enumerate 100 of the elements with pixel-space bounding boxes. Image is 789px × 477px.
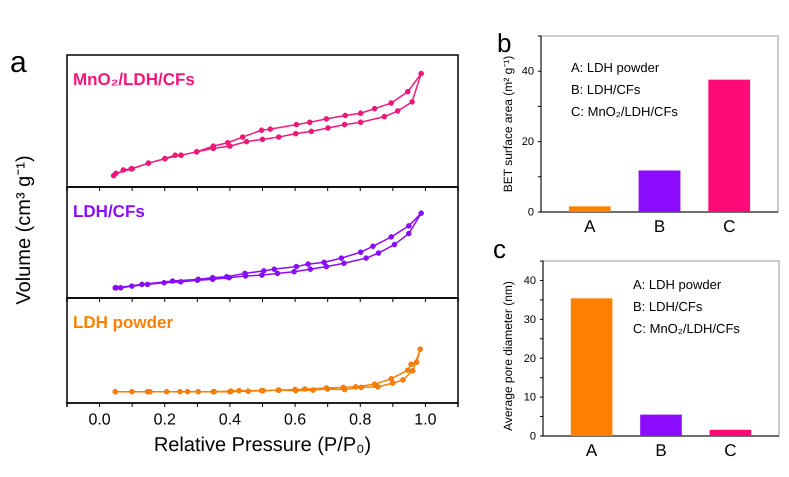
point [118,285,124,291]
point [242,270,248,276]
y-tick-label: 0 [528,206,534,219]
annotation: A: LDH powder [633,277,722,292]
point [358,110,364,116]
x-tick-label: C [724,441,737,460]
y-tick-label: 10 [524,392,536,404]
point [161,280,167,286]
annotation: B: LDH/CFs [633,299,703,314]
point [405,367,411,373]
point [260,136,266,142]
point [274,270,280,276]
y-tick-label: 20 [522,136,534,148]
point [388,100,394,106]
point [372,106,378,112]
point [184,388,190,394]
point [414,359,420,365]
point [259,272,265,278]
point [410,368,416,374]
x-tick-label: 0.0 [88,411,111,428]
y-tick-label: 0 [530,430,536,443]
point [409,99,415,105]
point [382,114,388,120]
point [112,388,118,394]
point [372,381,378,387]
point [164,388,170,394]
point [244,138,250,144]
x-axis-title: Relative Pressure (P/P₀) [154,434,372,456]
point [120,167,126,173]
point [292,130,299,136]
point [405,88,411,94]
point [390,380,396,386]
point [308,128,314,134]
point [245,388,251,394]
point [306,120,313,126]
y-tick-label: 20 [524,352,536,365]
point [324,264,330,270]
point [341,260,347,266]
chart-title: c [493,234,506,264]
bar [638,170,680,212]
y-tick-label: 30 [524,314,536,326]
point [177,388,183,394]
point [370,244,376,250]
y-tick-label: 40 [522,66,534,78]
point [224,140,230,146]
point [305,261,311,267]
point [400,377,406,383]
bar [640,414,682,436]
x-tick-label: 0.6 [284,411,306,428]
point [418,210,424,216]
text: LDH powder [73,313,174,332]
y-axis-title: BET surface area (m² g⁻¹) [501,56,515,192]
point [294,264,300,270]
annotation: C: MnO₂/LDH/CFs [633,321,740,336]
x-tick-label: 0.4 [218,411,242,428]
point [261,268,267,274]
point [129,283,135,289]
x-tick-label: 0.2 [154,411,176,428]
annotation: B: LDH/CFs [571,82,641,97]
point [406,223,412,229]
x-tick-label: A [584,217,596,236]
y-axis-title: Volume (cm³ g⁻¹) [13,155,35,305]
y-axis-title: Average pore diameter (nm) [501,281,515,431]
point [291,268,297,274]
point [417,346,423,352]
chart-title: a [10,46,27,79]
bar [708,80,750,212]
point [113,170,119,176]
point [210,143,216,149]
annotation: C: MnO₂/LDH/CFs [571,104,678,119]
point [392,242,398,248]
bar [570,298,612,436]
point [406,230,412,236]
x-tick-label: 1.0 [414,411,437,428]
point [258,127,264,134]
point [240,134,246,140]
text: MnO₂/LDH/CFs [73,70,195,89]
point [144,282,150,288]
point [408,362,414,368]
point [352,384,358,390]
point [394,108,400,114]
point [172,152,178,158]
point [342,112,348,118]
point [418,70,424,76]
point [363,255,369,261]
point [129,388,135,394]
point [276,134,282,140]
point [358,384,364,390]
point [139,282,145,288]
point [358,249,364,255]
point [358,120,364,126]
y-tick-label: 40 [524,274,536,287]
point [342,122,348,128]
x-tick-label: C [723,217,736,236]
point [268,126,274,132]
chart-title: b [497,28,512,58]
x-tick-label: B [655,441,667,460]
annotation: A: LDH powder [571,60,660,75]
point [178,279,184,285]
point [388,376,394,382]
